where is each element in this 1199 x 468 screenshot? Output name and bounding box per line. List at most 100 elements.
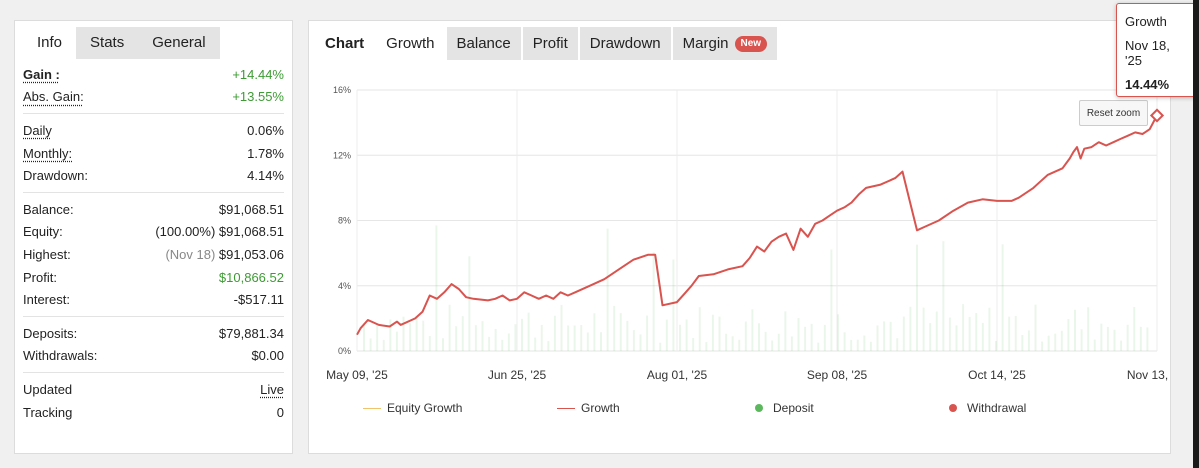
stat-label: Withdrawals: <box>23 348 98 364</box>
deposit-bar <box>369 338 372 351</box>
deposit-bar <box>415 316 418 351</box>
tooltip-series: Growth <box>1125 14 1167 29</box>
deposit-bar <box>1060 330 1063 351</box>
deposit-bar <box>376 325 379 351</box>
stat-label[interactable]: Daily <box>23 122 52 138</box>
y-tick-label: 8% <box>338 216 351 226</box>
deposit-bar <box>883 321 886 351</box>
deposit-bar <box>573 325 576 351</box>
legend-dot-icon <box>755 404 763 412</box>
deposit-bar <box>725 333 728 351</box>
deposit-bar <box>1139 326 1142 351</box>
deposit-bar <box>632 330 635 351</box>
stat-withdrawals: Withdrawals: $0.00 <box>23 345 284 368</box>
deposit-bar <box>363 323 365 351</box>
deposit-bar <box>863 335 866 351</box>
deposit-bar <box>995 340 997 351</box>
tab-info[interactable]: Info <box>23 27 77 59</box>
legend-growth[interactable]: Growth <box>557 401 620 415</box>
deposit-bar <box>468 256 471 351</box>
deposit-bar <box>422 320 425 351</box>
stat-monthly: Monthly: 1.78% <box>23 142 284 165</box>
stat-label: Equity: <box>23 224 63 240</box>
x-tick-label: Jun 25, '25 <box>488 368 547 382</box>
deposit-bar <box>1146 327 1149 351</box>
deposit-bar <box>1120 340 1123 351</box>
legend-deposit[interactable]: Deposit <box>755 401 814 415</box>
deposit-bar <box>606 228 609 351</box>
stat-label[interactable]: Gain : <box>23 66 60 82</box>
live-link[interactable]: Live <box>260 381 284 397</box>
deposit-bar <box>659 342 662 351</box>
deposit-bar <box>1080 329 1083 351</box>
tab-drawdown[interactable]: Drawdown <box>579 27 671 60</box>
deposit-bar <box>1100 323 1103 351</box>
tab-margin[interactable]: Margin New <box>672 27 778 60</box>
deposit-bar <box>626 320 629 351</box>
stat-value: +13.55% <box>232 89 284 105</box>
stats-panel: Info Stats General Gain : +14.44% Abs. G… <box>14 20 293 454</box>
deposit-bar <box>428 335 431 351</box>
legend-label: Withdrawal <box>967 401 1027 415</box>
deposit-bar <box>600 332 602 351</box>
deposit-bar <box>474 325 477 351</box>
deposit-bar <box>711 314 714 351</box>
deposit-bar <box>929 323 932 351</box>
deposit-bar <box>1133 306 1136 351</box>
deposit-bar <box>1113 329 1116 351</box>
legend-line-icon <box>363 407 381 409</box>
x-tick-label: May 09, '25 <box>326 368 388 382</box>
deposit-bar <box>1021 334 1024 351</box>
deposit-bar <box>1087 307 1090 351</box>
tab-general[interactable]: General <box>138 27 220 59</box>
tab-balance[interactable]: Balance <box>446 27 521 60</box>
deposit-bar <box>586 332 589 351</box>
stat-label: Updated <box>23 381 73 397</box>
stat-label[interactable]: Abs. Gain: <box>23 89 84 105</box>
tab-growth[interactable]: Growth <box>376 27 445 60</box>
y-tick-label: 16% <box>333 85 351 95</box>
deposit-bar <box>639 334 642 351</box>
tab-stats[interactable]: Stats <box>76 27 139 59</box>
tab-profit[interactable]: Profit <box>522 27 578 60</box>
deposit-bar <box>698 307 701 351</box>
stat-value: 0 <box>276 404 284 420</box>
growth-chart[interactable]: 0% 4% 8% 12% 16% May 09, '25 Jun 25, '25 Aug 01… <box>309 61 1170 401</box>
deposit-bar <box>797 318 800 351</box>
tooltip-value: 14.44% <box>1125 77 1170 92</box>
deposit-bar <box>718 316 721 351</box>
legend-equity-growth[interactable]: Equity Growth <box>363 401 462 415</box>
deposit-bar <box>1106 326 1109 351</box>
deposit-bar <box>382 339 385 351</box>
deposit-bar <box>553 315 556 351</box>
deposit-bar <box>935 311 938 351</box>
window-edge <box>1193 0 1199 468</box>
legend-label: Deposit <box>773 401 814 415</box>
chart-tooltip: Growth Nov 18, '25 14.44% <box>1116 3 1198 97</box>
stat-daily: Daily 0.06% <box>23 119 284 142</box>
deposit-bar <box>613 305 616 351</box>
deposit-bar <box>975 312 978 351</box>
stat-value: (100.00%) $91,068.51 <box>155 224 284 239</box>
deposit-bar <box>389 319 392 351</box>
legend-withdrawal[interactable]: Withdrawal <box>949 401 1026 415</box>
deposit-bar <box>981 322 984 351</box>
deposit-bar <box>804 326 807 351</box>
deposit-bar <box>1001 244 1004 351</box>
deposit-bar <box>731 336 734 351</box>
stat-label[interactable]: Monthly: <box>23 145 73 161</box>
deposit-bar <box>810 323 813 351</box>
deposit-bar <box>751 309 754 351</box>
stat-value: +14.44% <box>232 66 284 82</box>
deposit-bar <box>988 307 991 351</box>
deposit-bar <box>540 324 543 351</box>
tooltip-date: Nov 18, '25 <box>1125 38 1170 68</box>
x-tick-label: Oct 14, '25 <box>968 368 1026 382</box>
deposit-bar <box>902 316 905 351</box>
reset-zoom-button[interactable]: Reset zoom <box>1079 100 1148 126</box>
deposit-bar <box>534 337 537 351</box>
tab-chart[interactable]: Chart <box>315 27 375 60</box>
deposit-bar <box>777 333 780 351</box>
stat-drawdown: Drawdown: 4.14% <box>23 164 284 187</box>
legend-label: Equity Growth <box>387 401 463 415</box>
